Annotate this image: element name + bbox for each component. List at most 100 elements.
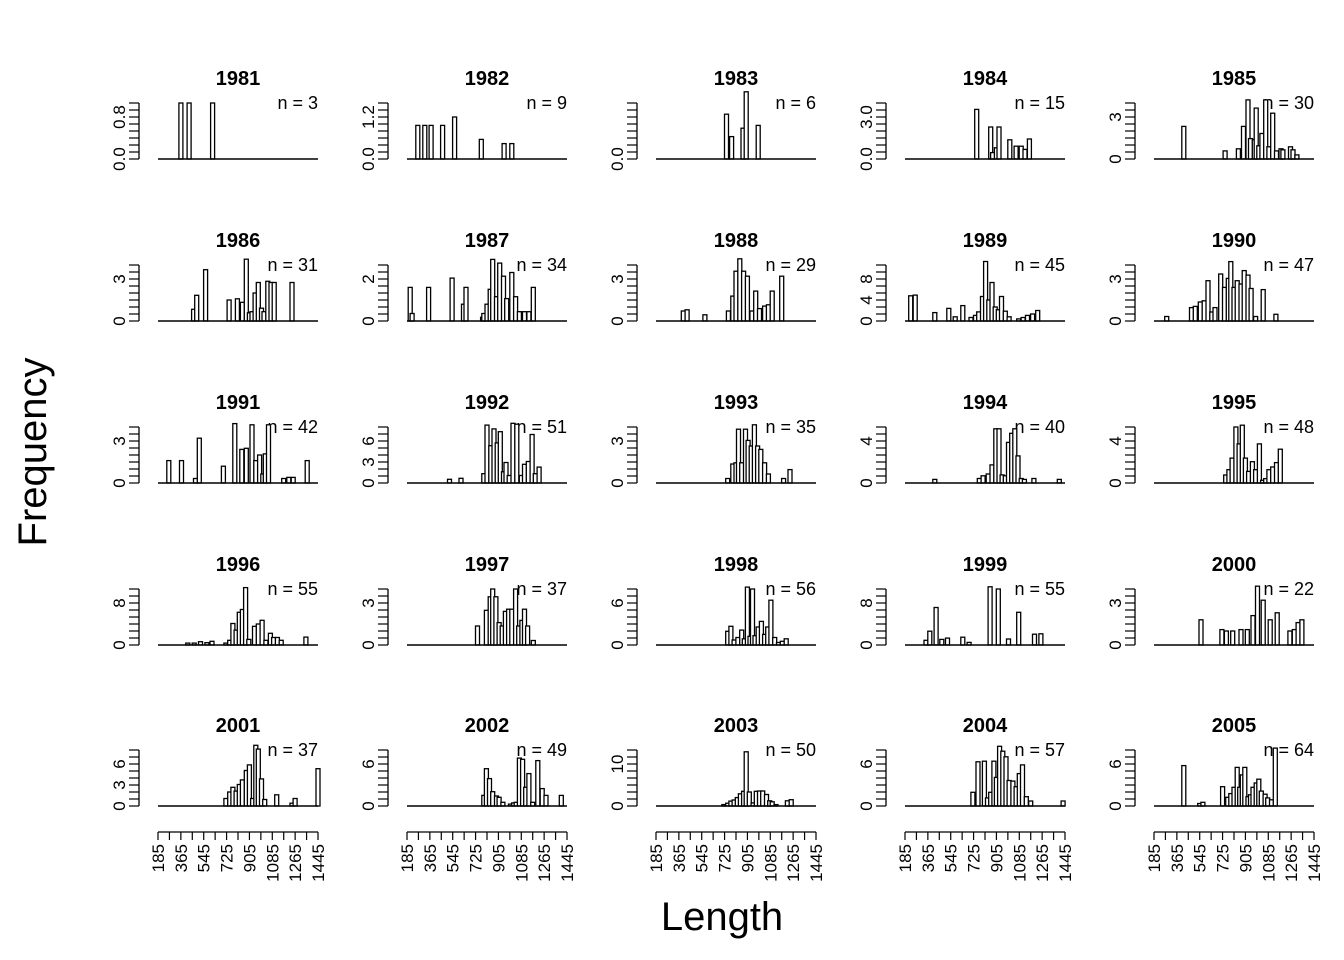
histogram-bar — [474, 625, 481, 646]
panel-title: 1988 — [714, 230, 759, 252]
x-tick-label: 365 — [421, 844, 440, 872]
histogram-bar — [504, 297, 510, 322]
histogram-bar — [1254, 585, 1261, 646]
histogram-bar — [509, 142, 515, 160]
histogram-bar — [1223, 630, 1230, 646]
x-tick-label: 1085 — [512, 844, 531, 882]
histogram-bar — [939, 638, 945, 646]
histogram-bar — [779, 275, 785, 322]
y-tick-label: 0 — [857, 640, 876, 649]
histogram-bar — [243, 258, 249, 322]
histogram-bar — [960, 636, 966, 646]
sample-size-label: n = 56 — [765, 579, 816, 599]
sample-size-label: n = 34 — [516, 255, 567, 275]
panel-title: 1990 — [1212, 230, 1257, 252]
histogram-bar — [415, 124, 421, 160]
sample-size-label: n = 40 — [1014, 417, 1065, 437]
panel-title: 1989 — [963, 230, 1008, 252]
panel-1987: 1987 n = 34 0 2 — [359, 230, 567, 326]
histogram-bar — [1219, 628, 1225, 646]
y-tick-label: 0 — [608, 316, 627, 325]
x-tick-label: 185 — [398, 844, 417, 872]
panel-title: 1981 — [216, 68, 261, 90]
histogram-bar — [725, 310, 732, 322]
histogram-bar — [186, 102, 192, 160]
panel-title: 1997 — [465, 554, 510, 576]
histogram-bar — [788, 799, 794, 807]
histogram-bar — [422, 124, 428, 160]
sample-size-label: n = 35 — [765, 417, 816, 437]
panel-2004: 2004 n = 57 0 6 — [857, 715, 1066, 811]
x-tick-label: 905 — [987, 844, 1006, 872]
histogram-bar — [1181, 764, 1187, 807]
histogram-bar — [1007, 139, 1013, 160]
histogram-bar — [995, 588, 1001, 646]
y-tick-label: 0 — [1106, 640, 1125, 649]
x-tick-label: 545 — [444, 844, 463, 872]
histogram-bar — [1038, 633, 1044, 646]
histogram-bar — [530, 286, 536, 322]
y-tick-label: 3 — [359, 598, 378, 607]
panel-title: 1999 — [963, 554, 1008, 576]
histogram-bar — [543, 794, 549, 807]
panel-title: 2003 — [714, 715, 759, 737]
histogram-bar — [202, 269, 209, 322]
x-tick-label: 1445 — [1056, 844, 1075, 882]
x-tick-label: 1265 — [1033, 844, 1052, 882]
histogram-bar — [1005, 638, 1012, 646]
histogram-bar — [1287, 630, 1293, 646]
y-tick-label: 8 — [110, 598, 129, 607]
panel-1994: 1994 n = 40 0 4 — [857, 392, 1065, 488]
panel-title: 1996 — [216, 554, 261, 576]
x-tick-label: 1265 — [286, 844, 305, 882]
histogram-bar — [1022, 148, 1028, 160]
x-tick-label: 1265 — [1282, 844, 1301, 882]
histogram-bar — [987, 586, 993, 646]
histogram-bar — [439, 124, 446, 160]
histogram-bar — [970, 791, 976, 807]
panel-title: 1992 — [465, 392, 510, 414]
histogram-bar — [478, 138, 484, 160]
y-tick-label: 6 — [359, 759, 378, 768]
histogram-bar — [526, 772, 532, 807]
y-tick-label: 0.0 — [608, 147, 627, 171]
x-tick-label: 905 — [240, 844, 259, 872]
y-tick-label: 0 — [608, 478, 627, 487]
panel-title: 1985 — [1212, 68, 1257, 90]
panel-1995: 1995 n = 48 0 4 — [1106, 392, 1314, 488]
x-tick-label: 545 — [195, 844, 214, 872]
sample-size-label: n = 55 — [1014, 579, 1065, 599]
panel-title: 2000 — [1212, 554, 1257, 576]
panel-1986: 1986 n = 31 0 3 — [110, 230, 318, 326]
y-tick-label: 0 — [608, 801, 627, 810]
y-tick-label: 0 — [359, 640, 378, 649]
histogram-bar — [684, 309, 690, 322]
panel-1985: 1985 n = 30 0 3 — [1106, 68, 1314, 164]
panel-1999: 1999 n = 55 0 8 — [857, 554, 1065, 650]
panel-title: 2004 — [963, 715, 1008, 737]
histogram-bar — [787, 468, 793, 484]
x-axis-col-3: 185 365 545 725 905 1085 1265 1445 — [647, 831, 826, 882]
y-tick-label: 6 — [857, 759, 876, 768]
x-tick-label: 185 — [1145, 844, 1164, 872]
y-tick-label: 0 — [857, 316, 876, 325]
sample-size-label: n = 64 — [1263, 740, 1314, 760]
histogram-bar — [756, 307, 763, 322]
y-tick-label: 6 — [359, 436, 378, 445]
histogram-bar — [996, 126, 1002, 160]
panel-1993: 1993 n = 35 0 3 — [608, 392, 816, 488]
histogram-bar — [232, 422, 238, 484]
histogram-bar — [744, 275, 751, 322]
histogram-bar — [933, 606, 939, 646]
y-tick-label: 10 — [608, 755, 627, 774]
x-tick-label: 1445 — [558, 844, 577, 882]
y-tick-label: 6 — [1106, 759, 1125, 768]
histogram-bar — [1256, 443, 1263, 484]
panel-title: 2001 — [216, 715, 261, 737]
histogram-bar — [723, 113, 730, 160]
panel-1997: 1997 n = 37 0 3 — [359, 554, 567, 650]
histogram-bar — [516, 311, 523, 322]
histogram-bar — [1192, 305, 1198, 322]
y-tick-label: 1.2 — [359, 105, 378, 129]
histogram-bar — [524, 625, 531, 646]
